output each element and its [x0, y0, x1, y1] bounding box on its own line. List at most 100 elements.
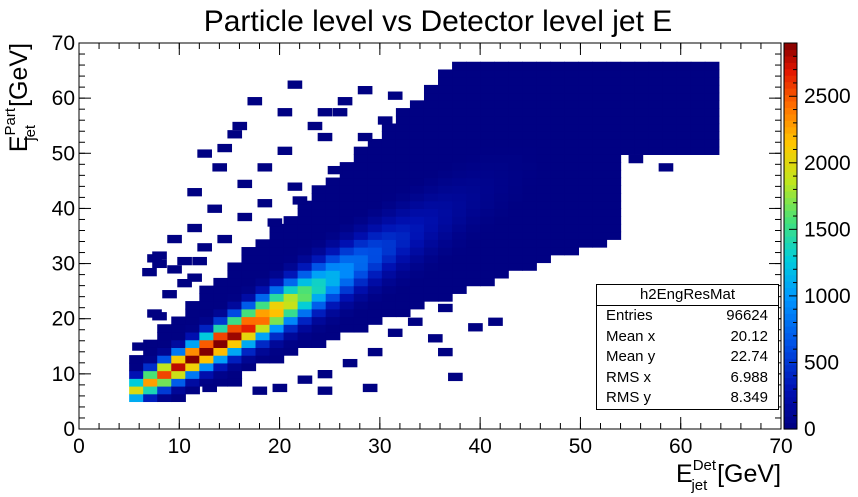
heatmap-cell	[213, 293, 229, 302]
heatmap-cell	[662, 77, 678, 86]
heatmap-cell	[199, 339, 214, 348]
heatmap-cell	[283, 308, 299, 318]
heatmap-cell	[704, 77, 720, 86]
heatmap-cell	[550, 216, 565, 225]
heatmap-cell	[283, 270, 299, 279]
color-bar-segment	[784, 55, 797, 63]
heatmap-cell	[648, 92, 664, 101]
heatmap-cell	[620, 108, 636, 117]
heatmap-cell	[283, 324, 299, 333]
heatmap-cell	[283, 347, 299, 356]
heatmap-cell	[409, 123, 425, 132]
heatmap-cell	[564, 162, 580, 171]
heatmap-cell	[381, 262, 397, 271]
heatmap-cell	[606, 223, 622, 233]
heatmap-cell	[480, 208, 495, 217]
heatmap-cell	[171, 370, 186, 379]
heatmap-cell	[395, 169, 411, 179]
heatmap-cell	[395, 200, 411, 210]
heatmap-cell	[480, 115, 495, 125]
heatmap-cell	[213, 331, 229, 341]
heatmap-cell	[466, 146, 481, 155]
heatmap-cell	[578, 61, 594, 71]
heatmap-cell	[438, 285, 453, 294]
heatmap-cell	[353, 223, 369, 233]
heatmap-cell	[381, 177, 397, 186]
heatmap-cell	[152, 251, 167, 260]
heatmap-cell	[381, 247, 397, 256]
heatmap-cell	[353, 301, 369, 310]
heatmap-cell	[409, 200, 425, 210]
heatmap-cell	[704, 100, 720, 109]
heatmap-cell	[452, 69, 467, 78]
heatmap-cell	[353, 262, 369, 271]
heatmap-cell	[129, 385, 144, 395]
heatmap-cell	[438, 146, 453, 155]
heatmap-cell	[269, 331, 285, 341]
heatmap-cell	[550, 123, 565, 132]
heatmap-cell	[508, 247, 523, 256]
heatmap-cell	[522, 100, 537, 109]
heatmap-cell	[606, 216, 622, 225]
color-bar-segment	[784, 236, 797, 244]
heatmap-cell	[277, 108, 293, 117]
heatmap-cell	[452, 77, 467, 86]
axis-label-base: E	[676, 460, 693, 488]
heatmap-cell	[564, 138, 580, 148]
heatmap-cell	[704, 123, 720, 132]
color-bar-segment	[784, 390, 797, 398]
stats-label: Mean y	[606, 348, 656, 365]
heatmap-cell	[241, 254, 257, 264]
heatmap-cell	[339, 254, 355, 264]
heatmap-cell	[325, 200, 341, 210]
heatmap-cell	[199, 347, 214, 356]
heatmap-cell	[255, 277, 271, 287]
heatmap-cell	[297, 239, 313, 248]
heatmap-cell	[339, 316, 355, 325]
heatmap-cell	[480, 138, 495, 148]
heatmap-cell	[395, 223, 411, 233]
color-bar-tick-label: 1500	[804, 218, 851, 241]
heatmap-cell	[536, 208, 551, 217]
heatmap-cell	[564, 247, 580, 256]
heatmap-cell	[494, 100, 509, 109]
color-bar-segment	[784, 139, 797, 147]
heatmap-cell	[578, 131, 594, 140]
heatmap-cell	[423, 92, 439, 101]
heatmap-cell	[592, 192, 608, 202]
heatmap-cell	[494, 270, 509, 279]
heatmap-cell	[185, 324, 200, 333]
heatmap-cell	[438, 162, 453, 171]
heatmap-cell	[395, 208, 411, 217]
heatmap-cell	[508, 131, 523, 140]
plot-border	[78, 42, 782, 430]
heatmap-cell	[508, 92, 523, 101]
heatmap-cell	[438, 138, 453, 148]
heatmap-cell	[522, 115, 537, 125]
heatmap-cell	[452, 138, 467, 148]
color-bar-segment	[784, 190, 797, 198]
heatmap-cell	[662, 108, 678, 117]
heatmap-cell	[550, 92, 565, 101]
heatmap-cell	[578, 162, 594, 171]
heatmap-cell	[297, 324, 313, 333]
heatmap-cell	[522, 169, 537, 179]
stats-row-entries: Entries 96624	[597, 306, 778, 327]
heatmap-cell	[536, 169, 551, 179]
heatmap-cell	[606, 162, 622, 171]
heatmap-cell	[339, 262, 355, 271]
heatmap-cell	[676, 131, 692, 140]
heatmap-cell	[522, 254, 537, 264]
heatmap-cell	[488, 317, 503, 326]
heatmap-cell	[199, 355, 214, 364]
heatmap-cell	[409, 277, 425, 287]
heatmap-cell	[452, 108, 467, 117]
heatmap-cell	[508, 115, 523, 125]
heatmap-cell	[292, 196, 308, 205]
heatmap-cell	[620, 131, 636, 140]
heatmap-cell	[423, 162, 439, 171]
heatmap-cell	[409, 254, 425, 264]
heatmap-cell	[438, 231, 453, 240]
axis-label-unit: [GeV]	[5, 43, 33, 107]
heatmap-cell	[171, 324, 186, 333]
